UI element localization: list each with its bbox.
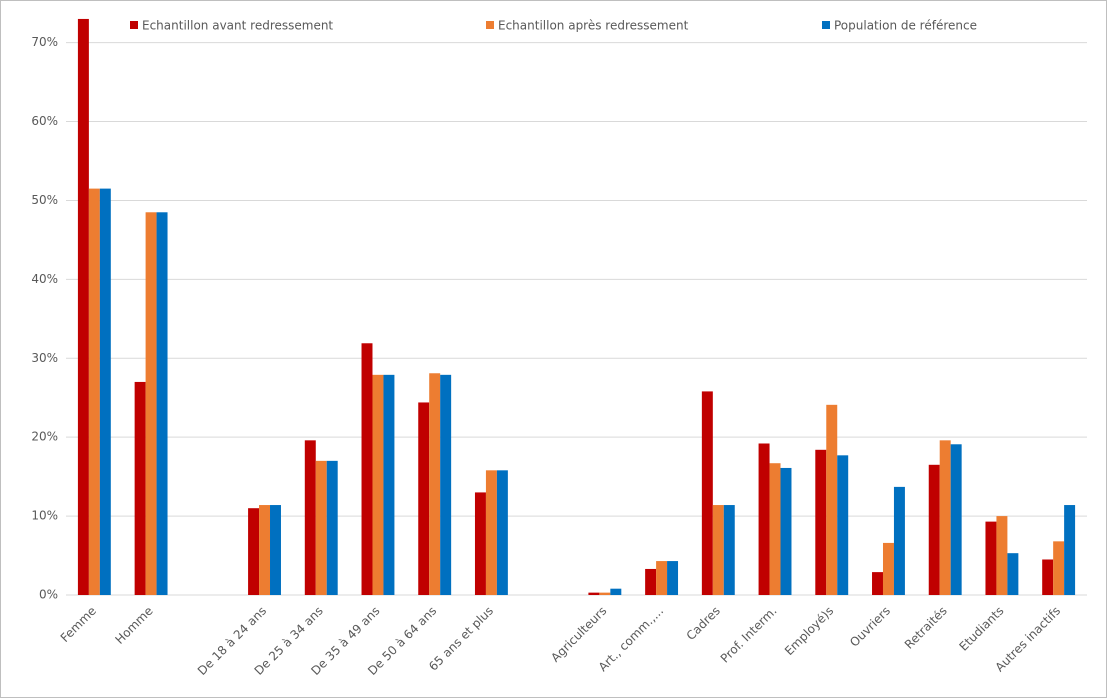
legend-swatch xyxy=(822,21,830,29)
bar xyxy=(588,592,600,595)
y-tick-label: 40% xyxy=(31,272,58,286)
y-tick-label: 30% xyxy=(31,351,58,365)
bar xyxy=(248,508,260,595)
bar xyxy=(304,440,316,595)
bar xyxy=(758,443,770,595)
bar xyxy=(474,492,486,595)
bar xyxy=(418,402,430,595)
bar xyxy=(996,516,1008,595)
bar xyxy=(270,505,281,595)
y-tick-label: 70% xyxy=(31,35,58,49)
y-tick-label: 0% xyxy=(39,588,58,602)
bar xyxy=(429,373,441,595)
bar xyxy=(1053,541,1065,595)
bar xyxy=(985,521,997,595)
legend-label: Population de référence xyxy=(834,19,977,33)
bar xyxy=(928,464,940,595)
legend-swatch xyxy=(130,21,138,29)
bar xyxy=(1042,559,1054,595)
bar xyxy=(145,212,157,595)
bar xyxy=(872,572,883,595)
bar xyxy=(837,455,849,595)
bar xyxy=(656,561,668,595)
y-tick-label: 20% xyxy=(31,430,58,444)
y-tick-label: 50% xyxy=(31,193,58,207)
bar xyxy=(156,212,168,595)
legend-label: Echantillon avant redressement xyxy=(142,19,333,33)
bar xyxy=(950,444,962,595)
bar xyxy=(599,592,611,595)
bar xyxy=(667,561,679,595)
bar xyxy=(882,542,894,595)
bar xyxy=(1007,553,1019,595)
bar xyxy=(326,460,338,595)
bar xyxy=(485,470,497,595)
bar xyxy=(372,374,384,595)
bar xyxy=(134,381,146,595)
bar xyxy=(769,463,781,595)
legend-label: Echantillon après redressement xyxy=(498,19,689,33)
bar xyxy=(712,505,724,595)
bar xyxy=(440,374,452,595)
y-tick-label: 60% xyxy=(31,114,58,128)
bar xyxy=(315,460,327,595)
y-tick-label: 10% xyxy=(31,509,58,523)
bar xyxy=(361,343,373,595)
bar xyxy=(701,391,713,595)
bar xyxy=(610,588,622,595)
bar xyxy=(780,467,792,595)
bar xyxy=(383,374,395,595)
bar xyxy=(1064,505,1076,595)
legend-swatch xyxy=(486,21,494,29)
bar xyxy=(88,188,100,595)
bar xyxy=(939,440,951,595)
bar xyxy=(645,568,657,595)
bar xyxy=(99,188,111,595)
bar xyxy=(723,505,735,595)
bar xyxy=(815,449,827,595)
bar xyxy=(259,505,271,595)
bar xyxy=(77,18,89,596)
bar xyxy=(496,470,508,595)
bar xyxy=(893,486,905,595)
bar xyxy=(826,404,838,595)
